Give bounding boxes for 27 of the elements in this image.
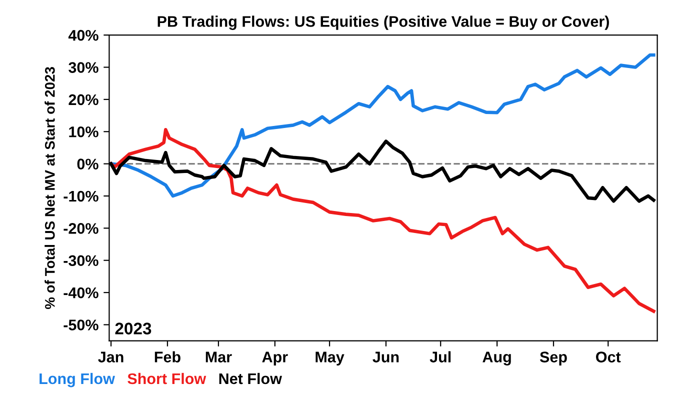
y-axis-title: % of Total US Net MV at Start of 2023 xyxy=(44,67,55,310)
annotation: 2023 xyxy=(115,322,152,334)
y-tick-label: -30% xyxy=(64,255,98,266)
x-tick-label: Aug xyxy=(482,352,511,366)
y-tick-label: -20% xyxy=(64,223,98,234)
chart-title: PB Trading Flows: US Equities (Positive Value = Buy or Cover) xyxy=(158,16,609,30)
y-tick-label: 10% xyxy=(69,126,98,138)
text: Short Flow xyxy=(128,372,206,384)
x-tick-label: Jul xyxy=(430,351,451,362)
x-tick-label: Sep xyxy=(540,352,567,366)
y-tick-label: -10% xyxy=(64,190,98,202)
x-tick-label: Apr xyxy=(262,352,288,366)
y-tick-label: 30% xyxy=(68,62,98,73)
x-tick-label: Feb xyxy=(154,351,180,362)
text: Long Flow xyxy=(40,372,115,388)
y-tick-label: 40% xyxy=(68,30,98,41)
y-tick-label: 20% xyxy=(68,94,98,106)
x-tick-label: May xyxy=(316,352,344,366)
text: Net Flow xyxy=(219,372,282,384)
y-tick-label: -40% xyxy=(64,287,98,298)
x-tick-label: Jun xyxy=(372,352,399,362)
x-tick-label: Jan xyxy=(98,352,124,362)
x-tick-label: Oct xyxy=(596,352,621,362)
y-tick-label: 0% xyxy=(77,158,98,170)
y-tick-label: -50% xyxy=(64,320,98,330)
line-series xyxy=(109,128,656,313)
x-tick-label: Mar xyxy=(206,352,232,362)
